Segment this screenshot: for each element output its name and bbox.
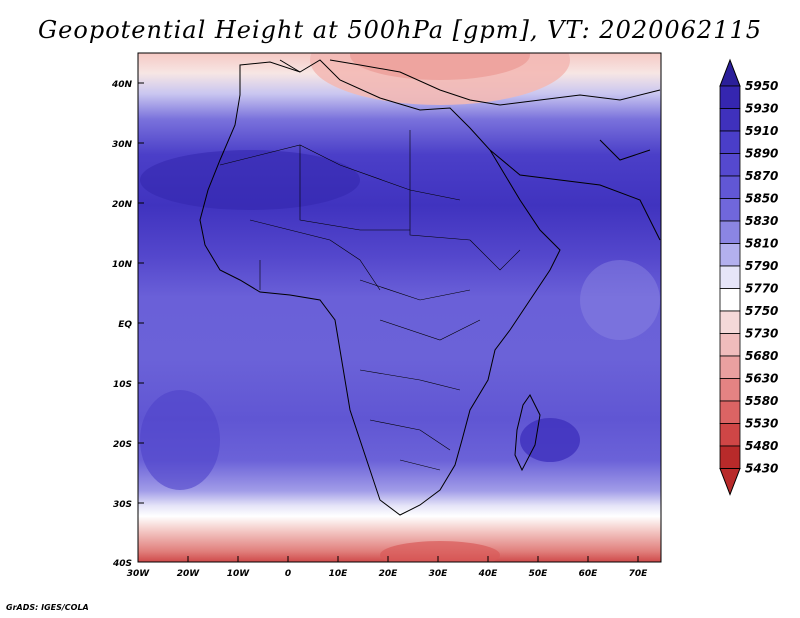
colorbar-segment: [719, 220, 741, 244]
colorbar-label: 5480: [745, 439, 778, 453]
coastlines: [199, 59, 661, 516]
lat-label: 40N: [111, 80, 133, 90]
colorbar-label: 5750: [745, 304, 778, 318]
lon-label: 30E: [429, 569, 449, 579]
colorbar-label: 5930: [745, 102, 778, 116]
lat-ticks: [138, 82, 144, 504]
colorbar-segment: [719, 175, 741, 199]
colorbar-segment: [719, 355, 741, 379]
colorbar-label: 5830: [745, 214, 778, 228]
map-frame: [137, 52, 662, 563]
country-borders: [219, 130, 521, 471]
map-title: Geopotential Height at 500hPa [gpm], VT:…: [38, 16, 762, 44]
colorbar-segment: [719, 288, 741, 312]
colorbar: 5950 5930 5910 5890 5870 5850 5830 5810 5790 5770…: [719, 58, 778, 496]
colorbar-label: 5730: [745, 327, 778, 341]
colorbar-label: 5770: [745, 282, 778, 296]
lat-label: 30S: [113, 500, 132, 510]
colorbar-segment: [719, 130, 741, 154]
colorbar-label: 5890: [745, 147, 778, 161]
colorbar-label: 5810: [745, 237, 778, 251]
colorbar-label: 5790: [745, 259, 778, 273]
colorbar-label: 5530: [745, 417, 778, 431]
colorbar-segment: [719, 153, 741, 177]
colorbar-label: 5580: [745, 394, 778, 408]
colorbar-segment: [719, 423, 741, 447]
lon-label: 10W: [227, 569, 251, 579]
lat-label: 20N: [112, 200, 133, 210]
lat-label: 20S: [113, 440, 132, 450]
colorbar-segment: [719, 333, 741, 357]
colorbar-segment: [719, 378, 741, 402]
colorbar-segment: [719, 85, 741, 109]
lat-label: EQ: [118, 320, 132, 330]
lat-label: 40S: [112, 559, 132, 569]
lon-labels: 30W 20W 10W 0 10E 20E 30E 40E 50E 60E 70…: [127, 569, 648, 579]
lon-label: 50E: [529, 569, 549, 579]
colorbar-label: 5850: [745, 192, 778, 206]
colorbar-label: 5630: [745, 372, 778, 386]
colorbar-label: 5680: [745, 349, 778, 363]
footer-credit: GrADS: IGES/COLA: [6, 603, 89, 612]
lat-label: 30N: [112, 140, 133, 150]
colorbar-segment: [719, 310, 741, 334]
lon-label: 0: [285, 569, 291, 579]
lon-ticks: [187, 556, 639, 562]
lon-label: 60E: [579, 569, 599, 579]
colorbar-segment: [719, 243, 741, 267]
lat-label: 10N: [112, 260, 133, 270]
lon-label: 20E: [379, 569, 399, 579]
lon-label: 20W: [177, 569, 201, 579]
colorbar-segment: [719, 445, 741, 469]
lon-label: 40E: [478, 569, 499, 579]
lat-labels: 40N 30N 20N 10N EQ 10S 20S 30S 40S: [111, 80, 133, 569]
colorbar-segment: [719, 108, 741, 132]
lon-label: 10E: [329, 569, 349, 579]
colorbar-segment: [719, 400, 741, 424]
colorbar-label: 5430: [745, 462, 778, 476]
colorbar-segment: [719, 265, 741, 289]
colorbar-label: 5950: [745, 79, 778, 93]
lon-label: 30W: [127, 569, 151, 579]
lon-label: 70E: [629, 569, 649, 579]
colorbar-label: 5870: [745, 169, 778, 183]
colorbar-label: 5910: [745, 124, 778, 138]
colorbar-segment: [719, 198, 741, 222]
colorbar-bottom-arrow: [719, 468, 741, 496]
lat-label: 10S: [113, 380, 132, 390]
height-field: [138, 53, 661, 562]
colorbar-top-arrow: [719, 58, 741, 87]
